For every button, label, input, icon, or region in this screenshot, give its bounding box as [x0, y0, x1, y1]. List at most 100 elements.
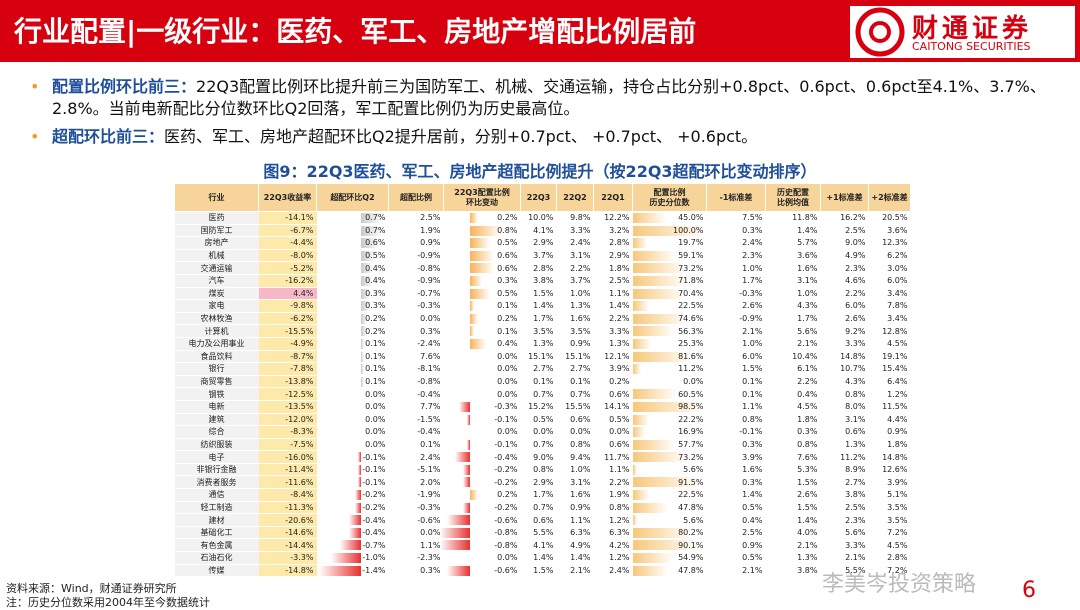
cell-text: 6.3% — [570, 528, 591, 538]
cell-text: -0.2% — [362, 490, 386, 500]
page-number: 6 — [1022, 578, 1036, 603]
cell-text: 0.7% — [533, 389, 554, 399]
table-cell: 1.0% — [706, 261, 766, 275]
cell-text: 4.5% — [797, 402, 818, 412]
cell-text: 1.4% — [797, 515, 818, 525]
header-bar: 行业配置|一级行业：医药、军工、房地产增配比例居前 财通证券 CAITONG S… — [0, 0, 1080, 62]
cell-text: 0.0% — [365, 389, 386, 399]
data-bar — [632, 439, 676, 450]
table-cell: 0.2% — [443, 488, 521, 502]
cell-text: 0.5% — [609, 414, 630, 424]
table-cell: 1.6% — [765, 261, 821, 275]
table-cell: 0.1% — [706, 387, 766, 401]
cell-text: 4.0% — [797, 528, 818, 538]
table-cell: 0.5% — [443, 236, 521, 250]
table-cell: 1.4% — [520, 551, 557, 565]
cell-text: -14.8% — [285, 565, 314, 575]
table-row: 传媒 -14.8% -1.4% 0.3% -0.6% 1.5% 2.1% 2.4% 47.8% 2… — [174, 564, 911, 578]
logo-subtext: CAITONG SECURITIES — [912, 40, 1031, 53]
cell-text: 12.3% — [882, 238, 908, 248]
cell-text: -0.1% — [362, 465, 386, 475]
table-cell: 1.9% — [593, 488, 633, 502]
table-row: 轻工制造 -11.3% -0.2% -0.3% -0.2% 0.7% 0.9% 0.8% 47.… — [174, 501, 911, 515]
table-cell: 4.5% — [868, 337, 911, 351]
table-cell: 2.8% — [520, 261, 557, 275]
cell-text: 0.3% — [365, 288, 386, 298]
table-cell: 消费者服务 — [174, 475, 259, 490]
table-cell: 0.0% — [388, 526, 444, 540]
table-cell: 1.7% — [706, 274, 766, 288]
data-bar — [361, 376, 365, 387]
table-cell: 0.6% — [520, 513, 557, 527]
table-cell: 91.5% — [632, 475, 707, 490]
cell-text: -8.7% — [290, 351, 314, 361]
table-cell: 2.3% — [820, 513, 869, 527]
table-cell: 5.5% — [520, 526, 557, 540]
table-cell: 1.1% — [706, 400, 766, 414]
cell-text: 12.6% — [882, 465, 908, 475]
cell-text: -0.8% — [494, 540, 518, 550]
cell-text: 0.8% — [533, 465, 554, 475]
table-cell: 0.6% — [593, 438, 633, 452]
cell-text: 2.5% — [845, 225, 866, 235]
cell-text: -0.1% — [494, 439, 518, 449]
cell-text: 56.3% — [678, 326, 704, 336]
table-cell: -8.3% — [258, 425, 317, 439]
cell-text: 0.0% — [420, 314, 441, 324]
cell-text: 2.5% — [742, 528, 763, 538]
cell-text: 0.8% — [742, 414, 763, 424]
table-cell: 9.0% — [520, 450, 557, 464]
table-cell: 非银行金融 — [174, 463, 259, 477]
table-row: 建筑 -12.0% 0.0% -1.5% -0.1% 0.5% 0.6% 0.5% 22.2% 0… — [174, 413, 911, 427]
cell-text: 1.3% — [797, 553, 818, 563]
cell-text: 0.0% — [609, 427, 630, 437]
cell-text: 银行 — [208, 364, 225, 374]
table-cell: 0.4% — [765, 387, 821, 401]
table-cell: 2.7% — [820, 475, 869, 490]
cell-text: 0.9% — [742, 540, 763, 550]
cell-text: 5.5% — [533, 528, 554, 538]
cell-text: 4.1% — [533, 225, 554, 235]
cell-text: 6.4% — [887, 377, 908, 387]
table-cell: 10.7% — [820, 362, 869, 376]
table-cell: 2.6% — [765, 488, 821, 502]
cell-text: 0.2% — [365, 326, 386, 336]
table-cell: 90.1% — [632, 538, 707, 553]
table-cell: 4.0% — [765, 526, 821, 540]
cell-text: 6.0% — [742, 351, 763, 361]
table-cell: 2.4% — [706, 236, 766, 250]
cell-text: 0.7% — [365, 225, 386, 235]
table-cell: 综合 — [174, 425, 259, 439]
cell-text: 0.9% — [420, 238, 441, 248]
cell-text: 国防军工 — [200, 225, 233, 235]
table-cell: 12.2% — [593, 211, 633, 225]
table-cell: -1.0% — [316, 551, 389, 565]
cell-text: 通信 — [208, 490, 225, 500]
cell-text: -0.8% — [494, 528, 518, 538]
table-row: 汽车 -16.2% 0.4% -0.9% 0.3% 3.8% 3.7% 2.5% 71.8% 1.… — [174, 274, 911, 288]
table-cell: 2.1% — [706, 324, 766, 338]
cell-text: -7.8% — [290, 364, 314, 374]
data-bar — [349, 527, 362, 538]
table-row: 房地产 -4.4% 0.6% 0.9% 0.5% 2.9% 2.4% 2.8% 19.7% 2.4… — [174, 236, 911, 250]
cell-text: 农林牧渔 — [200, 314, 233, 324]
cell-text: 0.1% — [742, 389, 763, 399]
table-cell: 4.2% — [593, 538, 633, 553]
table-cell: 1.1% — [593, 287, 633, 301]
table-cell: 银行 — [174, 362, 259, 376]
table-cell: 0.6% — [820, 425, 869, 439]
cell-text: 2.2% — [845, 288, 866, 298]
cell-text: 0.0% — [365, 414, 386, 424]
table-cell: -13.5% — [258, 400, 317, 414]
table-cell: 100.0% — [632, 224, 707, 238]
cell-text: 综合 — [208, 427, 225, 437]
table-cell: 0.3% — [388, 324, 444, 338]
table-cell: 3.5% — [556, 324, 594, 338]
table-cell: 3.4% — [868, 287, 911, 301]
table-cell: 0.3% — [706, 224, 766, 238]
table-cell: 98.5% — [632, 400, 707, 414]
cell-text: 2.7% — [845, 477, 866, 487]
cell-text: 11.5% — [882, 402, 908, 412]
table-cell: 2.2% — [765, 375, 821, 389]
cell-text: 2.8% — [609, 238, 630, 248]
